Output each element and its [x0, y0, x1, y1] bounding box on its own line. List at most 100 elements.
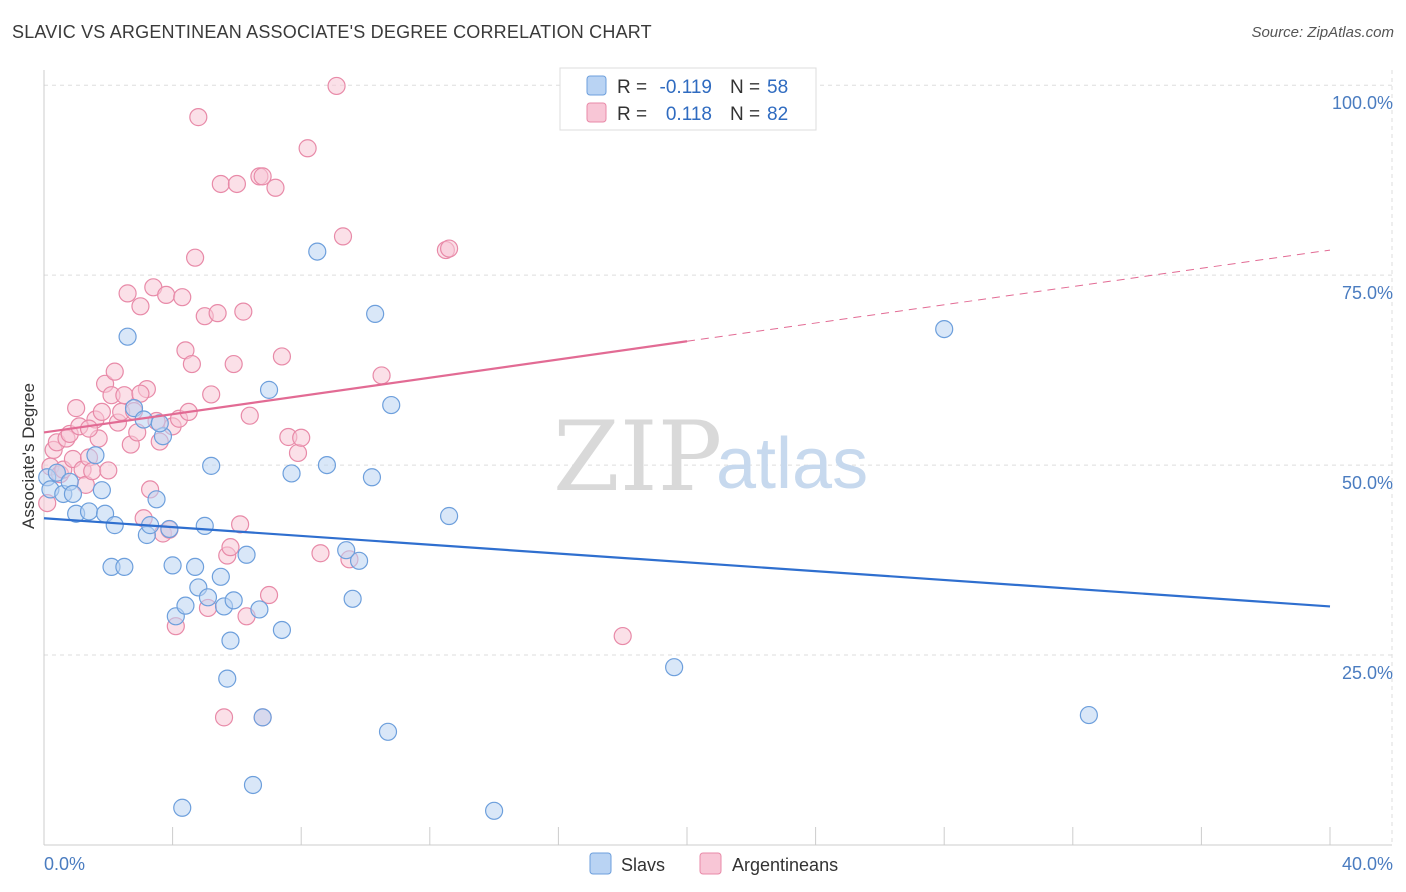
chart-title: SLAVIC VS ARGENTINEAN ASSOCIATE'S DEGREE…: [12, 22, 652, 42]
slavs-points: [38, 242, 1098, 820]
y-axis-label: Associate's Degree: [19, 383, 38, 529]
x-tick-label-0: 0.0%: [44, 854, 85, 874]
argentineans-point-78: [613, 626, 632, 646]
argentineans-point-72: [327, 76, 346, 96]
legend-r-label-2: R =: [617, 104, 647, 125]
argentineans-point-71: [311, 544, 330, 563]
argentineans-point-77: [439, 239, 459, 258]
slavs-point-39: [259, 380, 279, 399]
y-tick-label-2: 75.0%: [1342, 283, 1393, 303]
argentineans-point-17: [92, 402, 111, 422]
argentineans-point-64: [259, 585, 279, 605]
argentineans-point-55: [221, 538, 240, 557]
argentineans-points: [38, 76, 632, 727]
slavs-point-48: [366, 304, 385, 323]
argentineans-point-59: [234, 302, 253, 321]
y-tick-label-0: 25.0%: [1342, 663, 1393, 683]
slavs-point-46: [349, 551, 369, 570]
slavs-point-40: [272, 620, 292, 640]
slavs-point-56: [173, 798, 192, 817]
legend-swatch-argentineans: [586, 102, 607, 123]
slavs-point-55: [1079, 705, 1098, 725]
argentineans-point-61: [240, 406, 259, 425]
argentineans-point-66: [272, 347, 292, 366]
slavs-point-19: [147, 490, 166, 509]
argentineans-point-42: [173, 288, 192, 307]
legend-n-value-1: 58: [767, 77, 788, 98]
x-tick-label-1: 40.0%: [1342, 854, 1393, 874]
slavs-point-7: [79, 502, 99, 521]
slavs-point-29: [202, 456, 221, 475]
argentineans-point-81: [253, 167, 272, 186]
legend-n-label-1: N =: [730, 77, 760, 98]
slavs-point-27: [195, 516, 214, 535]
argentineans-point-52: [211, 174, 230, 194]
slavs-point-57: [150, 414, 169, 433]
slavs-point-42: [308, 242, 327, 261]
watermark-atlas: atlas: [716, 424, 868, 504]
watermark-zip: ZIP: [553, 401, 722, 513]
argentineans-point-21: [105, 362, 124, 381]
trend-lines: [43, 249, 1331, 608]
slavs-point-25: [186, 557, 205, 577]
argentineans-point-29: [131, 297, 150, 316]
slavs-point-35: [237, 545, 256, 564]
slavs-point-5: [63, 484, 83, 504]
legend-r-label-1: R =: [617, 77, 647, 98]
argentineans-point-51: [208, 304, 227, 323]
source-credit: Source: ZipAtlas.com: [1251, 24, 1394, 41]
slavs-point-41: [282, 464, 301, 483]
slavs-point-12: [105, 516, 124, 535]
y-tick-label-3: 100.0%: [1332, 93, 1393, 113]
slavs-point-30: [211, 567, 230, 586]
slavs-point-21: [160, 519, 179, 539]
argentineans-point-47: [189, 108, 208, 127]
argentineans-point-68: [288, 443, 308, 463]
slavs-point-38: [253, 708, 272, 727]
argentineans-point-19: [99, 461, 118, 480]
watermark: ZIP atlas: [553, 401, 868, 513]
slavs-point-47: [362, 468, 382, 487]
slavs-point-44: [337, 541, 356, 560]
argentineans-point-50: [202, 385, 221, 404]
legend-r-value-2: 0.118: [666, 104, 712, 125]
slavs-point-37: [250, 600, 269, 619]
argentineans-point-57: [227, 174, 246, 194]
argentineans-point-25: [118, 284, 137, 303]
grid-lines: [44, 70, 1393, 845]
bottom-legend-argentineans: Argentineans: [732, 855, 838, 875]
legend-n-label-2: N =: [730, 104, 760, 125]
argentineans-point-73: [333, 227, 353, 246]
x-tick-labels: 0.0% 40.0%: [44, 854, 1393, 874]
y-tick-label-1: 50.0%: [1342, 473, 1393, 493]
argentineans-point-14: [83, 462, 102, 481]
argentineans-point-53: [214, 708, 234, 727]
argentineans-point-69: [292, 428, 311, 447]
argentineans-point-65: [266, 178, 285, 197]
slavs-point-43: [317, 455, 337, 475]
slavs-point-45: [343, 589, 362, 608]
slavs-trend-line: [43, 517, 1331, 608]
legend-swatch-slavs: [586, 75, 607, 96]
correlation-legend: R = -0.119 N = 58 R = 0.118 N = 82: [559, 67, 817, 131]
slavs-point-50: [382, 395, 401, 415]
series-legend: Slavs Argentineans: [589, 852, 838, 875]
legend-r-value-1: -0.119: [660, 77, 712, 98]
slavs-point-8: [86, 446, 105, 465]
argentineans-trend-line: [43, 340, 688, 434]
slavs-point-34: [224, 591, 243, 610]
argentineans-point-75: [372, 366, 391, 385]
slavs-point-32: [218, 669, 237, 688]
slavs-point-33: [221, 631, 240, 650]
argentineans-point-9: [67, 399, 86, 418]
argentineans-point-79: [79, 419, 99, 438]
slavs-point-14: [118, 327, 137, 346]
slavs-point-9: [92, 481, 111, 500]
slavs-point-54: [935, 319, 954, 339]
argentineans-point-46: [186, 248, 205, 267]
slavs-point-24: [176, 596, 195, 615]
slavs-point-28: [198, 588, 218, 607]
bottom-legend-swatch-slavs: [589, 852, 612, 875]
argentineans-point-70: [298, 139, 317, 158]
slavs-point-2: [47, 463, 66, 482]
